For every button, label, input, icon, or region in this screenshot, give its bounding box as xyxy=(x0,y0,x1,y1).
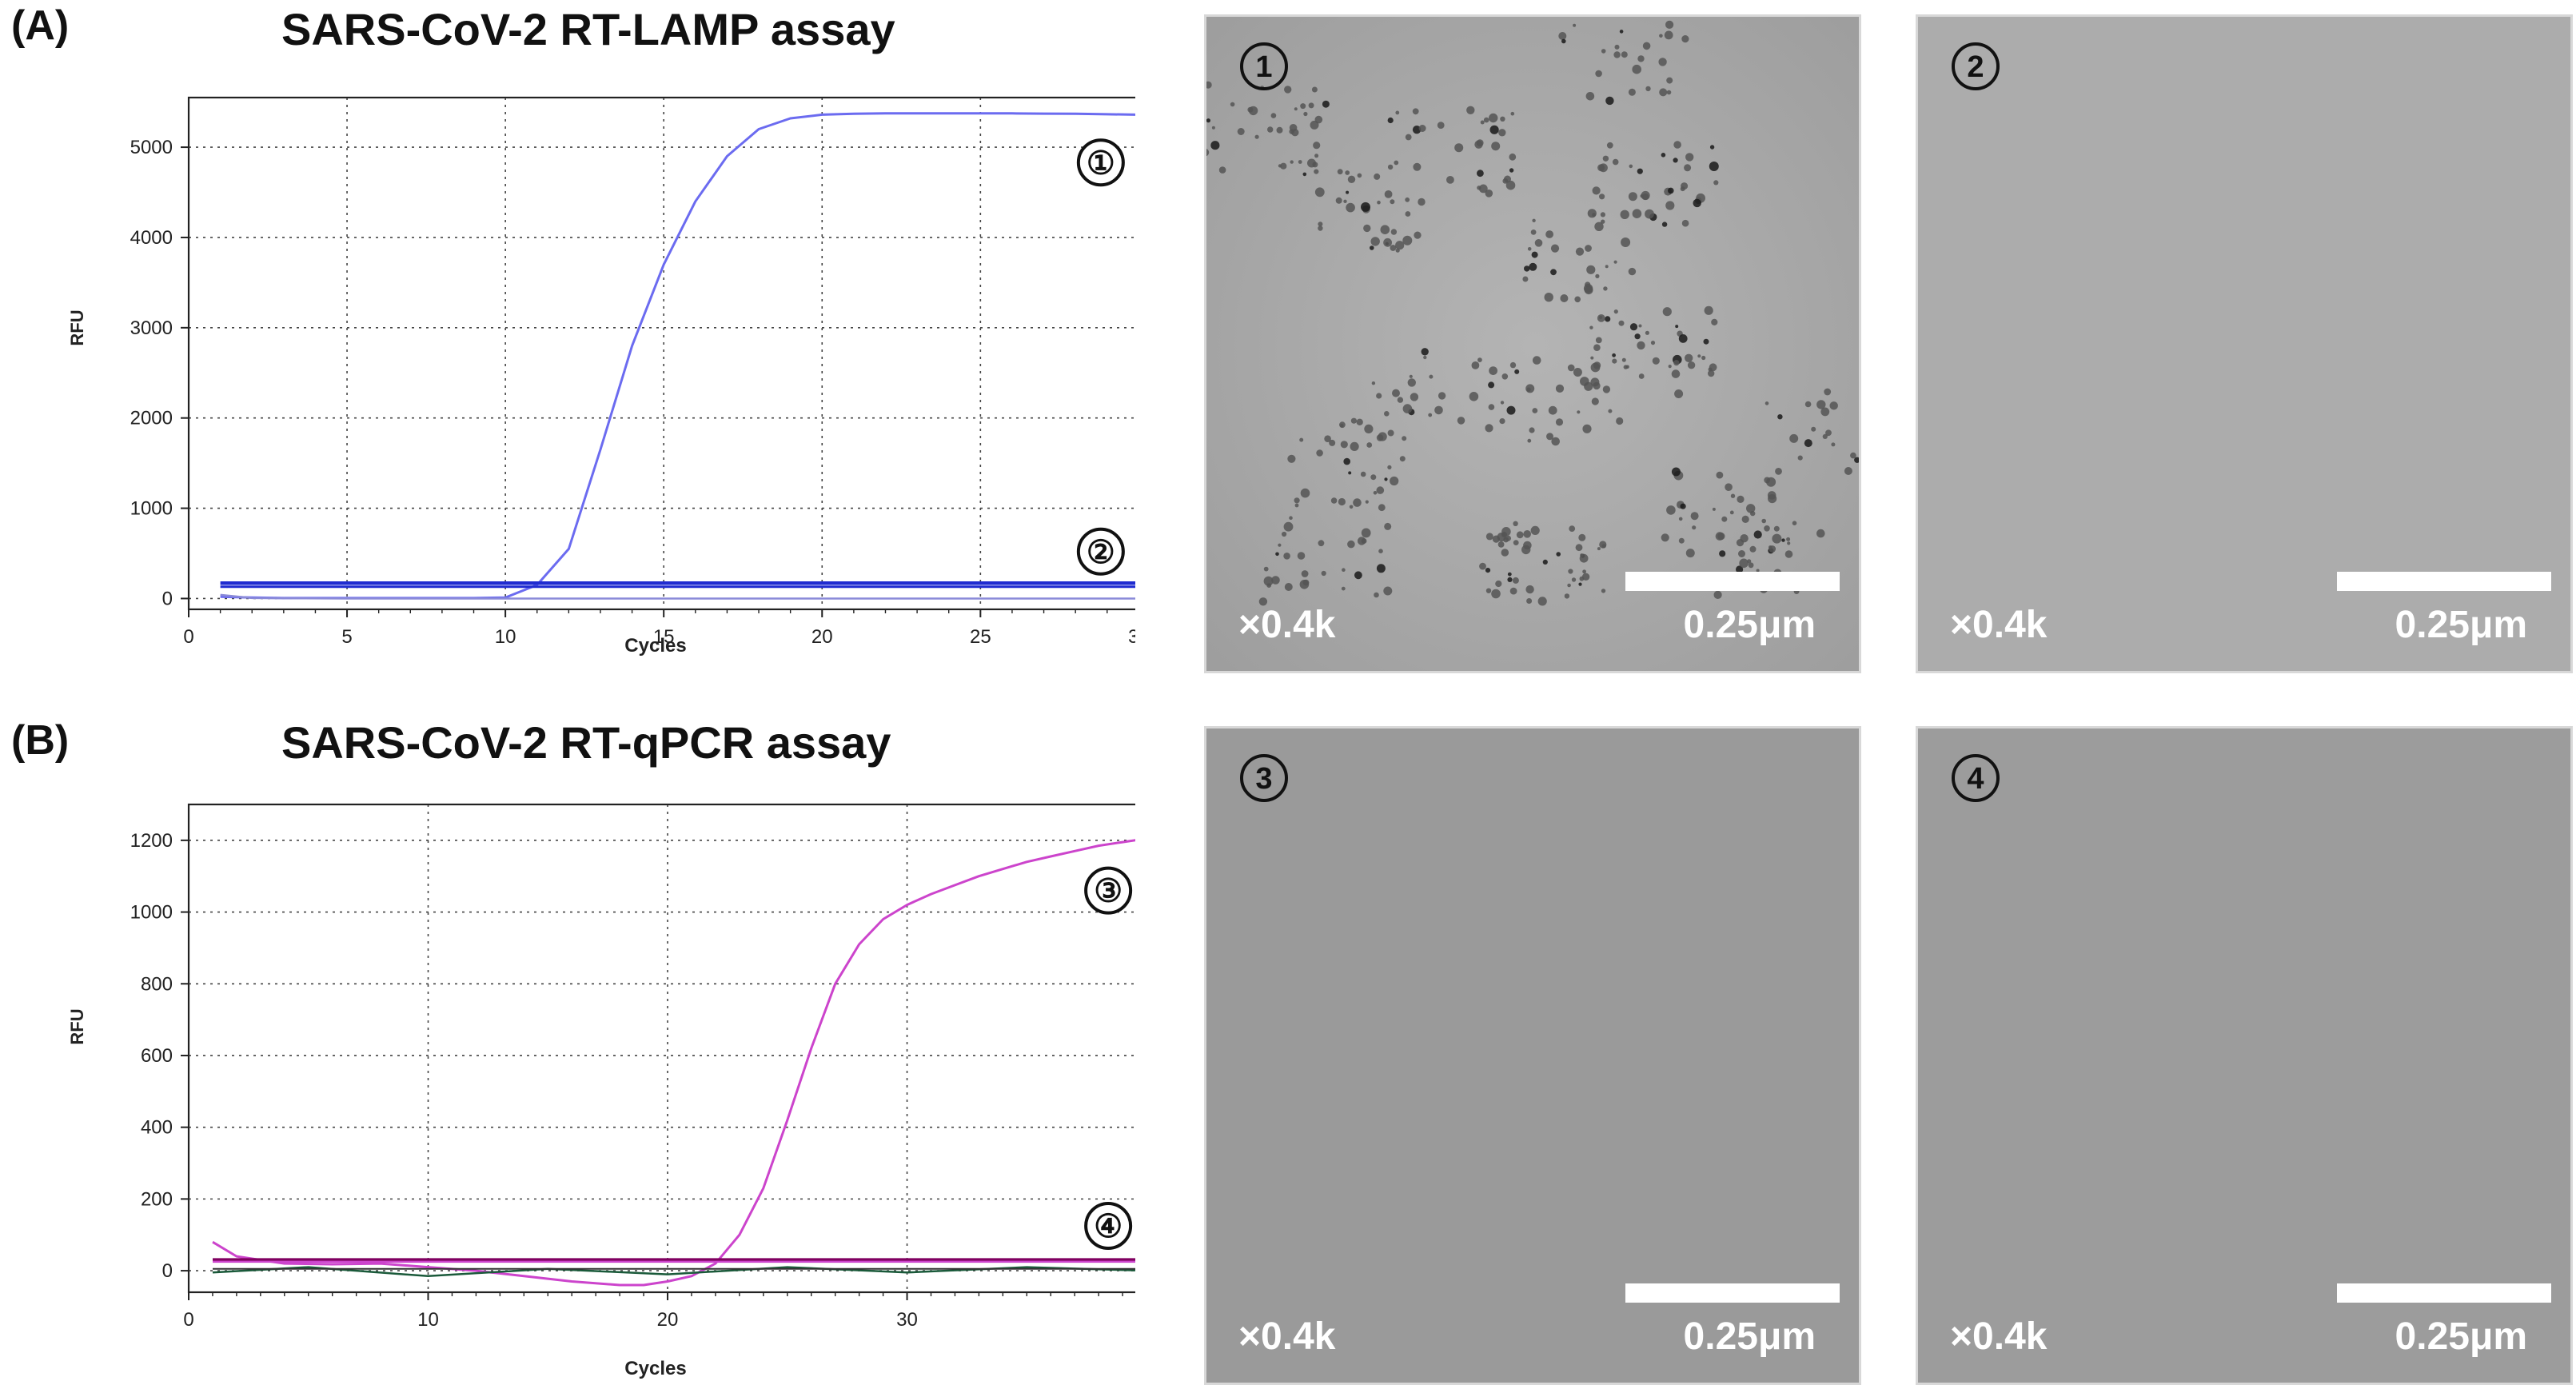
em-image-1-texture xyxy=(1206,17,1859,671)
chart-a-frame xyxy=(187,96,1135,611)
em-image-3-number: 3 xyxy=(1238,752,1290,804)
chart-a-marker-label: ② xyxy=(1087,535,1115,570)
chart-a-ytick-label: 4000 xyxy=(130,227,173,249)
chart-a-ytick-label: 5000 xyxy=(130,137,173,158)
chart-b-marker-label: ④ xyxy=(1094,1209,1123,1244)
svg-text:3: 3 xyxy=(1255,762,1272,796)
chart-b-ytick-label: 1000 xyxy=(130,902,173,924)
chart-b-title: SARS-CoV-2 RT-qPCR assay xyxy=(281,717,891,768)
chart-a-ylabel: RFU xyxy=(67,309,87,345)
chart-a-xlabel: Cycles xyxy=(624,635,686,657)
chart-a-xtick-label: 20 xyxy=(811,626,833,648)
panel-b-tag: (B) xyxy=(11,717,70,764)
chart-b-ytick-label: 1200 xyxy=(130,830,173,852)
em-image-2: 2 ×0.4k 0.25μm xyxy=(1916,14,2573,673)
chart-a-ytick-label: 1000 xyxy=(130,498,173,520)
em-image-3: 3 ×0.4k 0.25μm xyxy=(1204,726,1861,1385)
em-image-4-scale-label: 0.25μm xyxy=(2395,1315,2527,1358)
chart-b-xlabel: Cycles xyxy=(624,1358,686,1379)
chart-b-ytick-label: 0 xyxy=(162,1260,173,1282)
svg-text:2: 2 xyxy=(1967,50,1984,84)
chart-a-xtick-label: 30 xyxy=(1128,626,1135,648)
em-image-3-scale-bar xyxy=(1625,1283,1840,1303)
chart-a-series-4 xyxy=(220,593,1135,600)
em-image-3-scale-label: 0.25μm xyxy=(1683,1315,1816,1358)
chart-a-ytick-label: 3000 xyxy=(130,317,173,339)
chart-b-xtick-label: 0 xyxy=(183,1309,193,1331)
em-image-1: 1 ×0.4k 0.25μm xyxy=(1204,14,1861,673)
em-image-4-scale-bar xyxy=(2337,1283,2551,1303)
chart-a-title: SARS-CoV-2 RT-LAMP assay xyxy=(281,4,895,54)
chart-b-xtick-label: 20 xyxy=(657,1309,679,1331)
chart-a-xtick-label: 15 xyxy=(653,626,675,648)
chart-a-ytick-label: 2000 xyxy=(130,408,173,429)
nanoparticle-aggregates xyxy=(1206,20,1859,606)
chart-b-xtick-label: 30 xyxy=(896,1309,918,1331)
em-image-1-scale-bar xyxy=(1625,572,1840,591)
chart-b-marker-1: ③ xyxy=(1084,866,1133,915)
chart-b-marker-label: ③ xyxy=(1094,874,1123,909)
chart-a-marker-label: ① xyxy=(1087,146,1115,181)
em-image-1-number: 1 xyxy=(1238,41,1290,92)
chart-b-xtick-label: 10 xyxy=(417,1309,439,1331)
chart-b-ytick-label: 400 xyxy=(141,1117,173,1139)
chart-b: RFU Cycles 01020304002004006008001000120… xyxy=(67,803,1135,1379)
chart-b-marker-2: ④ xyxy=(1084,1202,1133,1251)
chart-a-ytick-label: 0 xyxy=(162,588,173,609)
chart-a-marker-1: ① xyxy=(1076,138,1125,187)
chart-b-ytick-label: 800 xyxy=(141,973,173,995)
svg-text:4: 4 xyxy=(1967,762,1984,796)
chart-a-series-1 xyxy=(220,112,1135,600)
chart-b-ytick-label: 600 xyxy=(141,1045,173,1067)
svg-text:1: 1 xyxy=(1255,50,1272,84)
em-image-3-magnification: ×0.4k xyxy=(1238,1315,1336,1358)
em-image-4-magnification: ×0.4k xyxy=(1950,1315,2048,1358)
chart-a-xtick-label: 5 xyxy=(341,626,352,648)
em-image-1-scale-label: 0.25μm xyxy=(1683,604,1816,646)
chart-a-xtick-label: 10 xyxy=(495,626,516,648)
chart-a: RFU Cycles 0 5 10 15 20 25 30 0 1000 2000 3000 4000… xyxy=(67,96,1135,657)
chart-a-xtick-label: 25 xyxy=(970,626,991,648)
chart-a-marker-2: ② xyxy=(1076,527,1125,576)
em-image-4: 4 ×0.4k 0.25μm xyxy=(1916,726,2573,1385)
em-image-2-scale-bar xyxy=(2337,572,2551,591)
em-image-2-number: 2 xyxy=(1950,41,2001,92)
em-image-2-scale-label: 0.25μm xyxy=(2395,604,2527,646)
chart-a-xtick-label: 0 xyxy=(183,626,193,648)
panel-a-tag: (A) xyxy=(11,2,70,49)
em-image-4-number: 4 xyxy=(1950,752,2001,804)
chart-b-frame xyxy=(187,803,1135,1294)
em-image-2-magnification: ×0.4k xyxy=(1950,604,2048,646)
chart-b-ytick-label: 200 xyxy=(141,1188,173,1210)
chart-b-ylabel: RFU xyxy=(67,1008,87,1044)
chart-b-series-1 xyxy=(212,839,1135,1287)
em-image-1-magnification: ×0.4k xyxy=(1238,604,1336,646)
